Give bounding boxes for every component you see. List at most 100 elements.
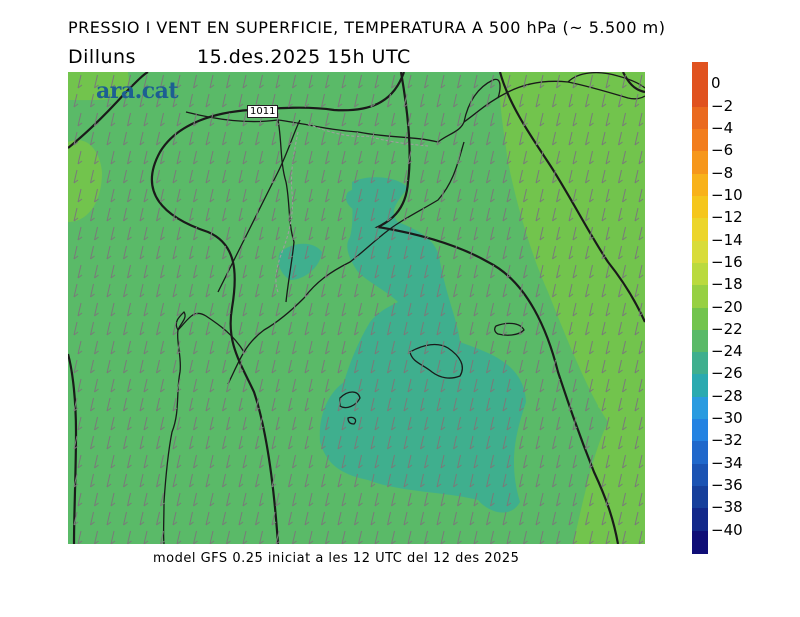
wind-barb [387,131,392,146]
wind-barb [622,492,627,507]
wind-barb [589,492,594,507]
colorbar-label: −30 [711,409,743,428]
wind-barb [622,188,627,203]
wind-barb [304,245,310,260]
wind-barb [321,511,326,526]
wind-barb [519,245,524,260]
wind-barb [387,511,392,526]
wind-barb [354,131,359,146]
wind-barb [271,131,277,146]
wind-barb [193,416,198,431]
wind-barb [552,435,557,450]
wind-barb [110,74,116,89]
wind-barb [585,321,590,336]
wind-barb [304,169,310,184]
wind-barb [205,207,211,222]
wind-barb [304,359,310,374]
wind-barb [391,340,396,355]
wind-barb [189,359,194,374]
colorbar-segment [692,173,708,197]
weather-map [68,72,645,544]
wind-barb [193,492,198,507]
wind-barb [156,435,161,450]
wind-barb [568,93,574,108]
wind-barb [123,511,128,526]
wind-barb [271,359,277,374]
wind-barb [457,340,462,355]
wind-barb [271,245,277,260]
isobar-northeast-diagonal [498,72,645,323]
wind-barb [189,245,194,260]
island-mallorca [409,343,463,379]
wind-barb [259,454,264,469]
wind-barb [436,435,442,450]
wind-barb [634,207,640,222]
wind-barb [77,378,83,393]
colorbar-segment [692,128,708,152]
wind-barb [523,454,528,469]
wind-barb [292,492,297,507]
wind-barb [490,226,495,241]
wind-barb [572,416,578,431]
colorbar-label: −6 [711,141,734,160]
wind-barb [374,416,380,431]
wind-barb [523,150,528,165]
wind-barb [374,112,380,127]
wind-barb [535,321,541,336]
island-ibiza [339,391,361,409]
wind-barb [205,245,211,260]
wind-barb [568,321,574,336]
wind-barb [535,283,541,298]
wind-barb [556,264,561,279]
wind-barb [193,378,198,393]
wind-barb [77,530,83,544]
isobar-far-northeast [622,72,645,94]
temp-zone-minus-24-to-26 [278,177,526,513]
wind-barb [77,226,83,241]
wind-barb [325,112,330,127]
wind-barb [308,74,314,89]
wind-barb [193,188,198,203]
wind-barb [490,112,495,127]
wind-barb [222,511,227,526]
wind-barb [205,397,211,412]
wind-barb [440,416,446,431]
wind-barb [288,473,293,488]
wind-barb [407,302,413,317]
wind-barb [622,416,627,431]
wind-barb [292,340,297,355]
wind-barb [127,188,132,203]
wind-barb [106,359,112,374]
wind-barb [341,530,347,544]
wind-barb [292,302,297,317]
wind-barb [634,473,640,488]
wind-barb [374,454,380,469]
wind-barb [420,283,425,298]
wind-barb [226,492,231,507]
wind-barb [403,93,409,108]
wind-barb [469,435,475,450]
wind-barb [535,207,541,222]
wind-barb [424,454,429,469]
wind-barb [589,340,594,355]
wind-barb [601,131,607,146]
wind-barb [172,321,178,336]
wind-barb [519,93,524,108]
wind-barb [506,492,512,507]
wind-barb [535,359,541,374]
wind-barb [519,359,524,374]
wind-barb [622,454,627,469]
wind-barb [605,416,611,431]
wind-barb [308,416,314,431]
wind-barb [156,93,161,108]
map-title: PRESSIO I VENT EN SUPERFICIE, TEMPERATUR… [68,18,666,37]
wind-barb [457,416,462,431]
wind-barb [127,454,132,469]
wind-barb [634,245,640,260]
wind-barb [341,416,347,431]
wind-barb [370,359,376,374]
wind-barb [209,302,215,317]
wind-barb [238,283,244,298]
wind-barb [176,340,182,355]
wind-barb [160,74,165,89]
